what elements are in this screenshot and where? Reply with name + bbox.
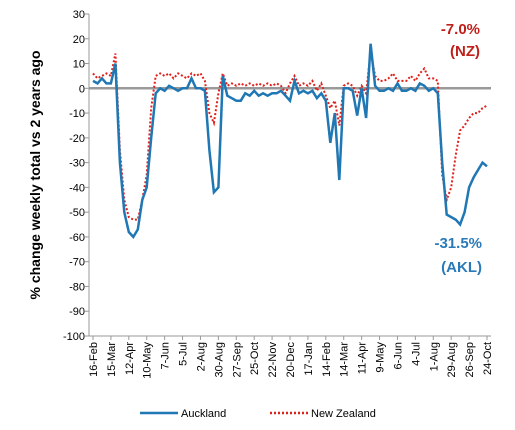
x-tick-label: 26-Sep [464, 342, 476, 377]
x-tick-label: 27-Sep [231, 342, 243, 377]
legend-label: Auckland [181, 408, 226, 420]
x-tick-label: 2-Aug [195, 342, 207, 371]
y-tick-label: -50 [69, 207, 85, 219]
y-axis-title: % change weekly total vs 2 years ago [27, 50, 43, 299]
x-tick-label: 6-Jun [392, 342, 404, 370]
series-line [92, 51, 488, 221]
y-tick-label: 0 [79, 83, 85, 95]
x-tick-label: 9-May [375, 342, 387, 373]
legend-label: New Zealand [311, 408, 376, 420]
y-tick-label: -80 [69, 281, 85, 293]
x-tick-label: 10-May [142, 342, 154, 379]
x-tick-label: 30-Aug [213, 342, 225, 377]
y-tick-label: -100 [63, 331, 85, 343]
y-tick-label: -20 [69, 133, 85, 145]
y-tick-label: 10 [73, 59, 85, 71]
y-tick-label: -70 [69, 257, 85, 269]
y-tick-label: -60 [69, 232, 85, 244]
y-tick-label: 20 [73, 34, 85, 46]
x-tick-label: 4-Jul [410, 342, 422, 366]
y-tick-label: -90 [69, 306, 85, 318]
y-tick-label: 30 [73, 9, 85, 21]
x-tick-label: 7-Jun [160, 342, 172, 370]
x-tick-label: 17-Jan [303, 342, 315, 376]
x-tick-label: 24-Oct [482, 342, 494, 375]
y-tick-label: -40 [69, 182, 85, 194]
y-tick-label: -30 [69, 158, 85, 170]
series-line [92, 43, 488, 239]
x-tick-label: 14-Feb [321, 342, 333, 377]
annotation: -7.0% [441, 21, 480, 38]
x-tick-label: 20-Dec [285, 342, 297, 378]
x-tick-label: 15-Mar [106, 342, 118, 377]
x-tick-label: 14-Mar [339, 342, 351, 377]
x-tick-label: 5-Jul [178, 342, 190, 366]
annotation: -31.5% [434, 235, 482, 252]
x-tick-label: 16-Feb [88, 342, 100, 377]
annotation: (AKL) [441, 259, 482, 276]
x-tick-label: 1-Aug [428, 342, 440, 371]
x-tick-label: 12-Apr [124, 342, 136, 375]
x-tick-label: 29-Aug [446, 342, 458, 377]
y-tick-label: -10 [69, 108, 85, 120]
x-tick-label: 25-Oct [249, 342, 261, 375]
x-tick-label: 11-Apr [357, 342, 369, 375]
annotation: (NZ) [450, 43, 480, 60]
x-tick-label: 22-Nov [267, 342, 279, 378]
